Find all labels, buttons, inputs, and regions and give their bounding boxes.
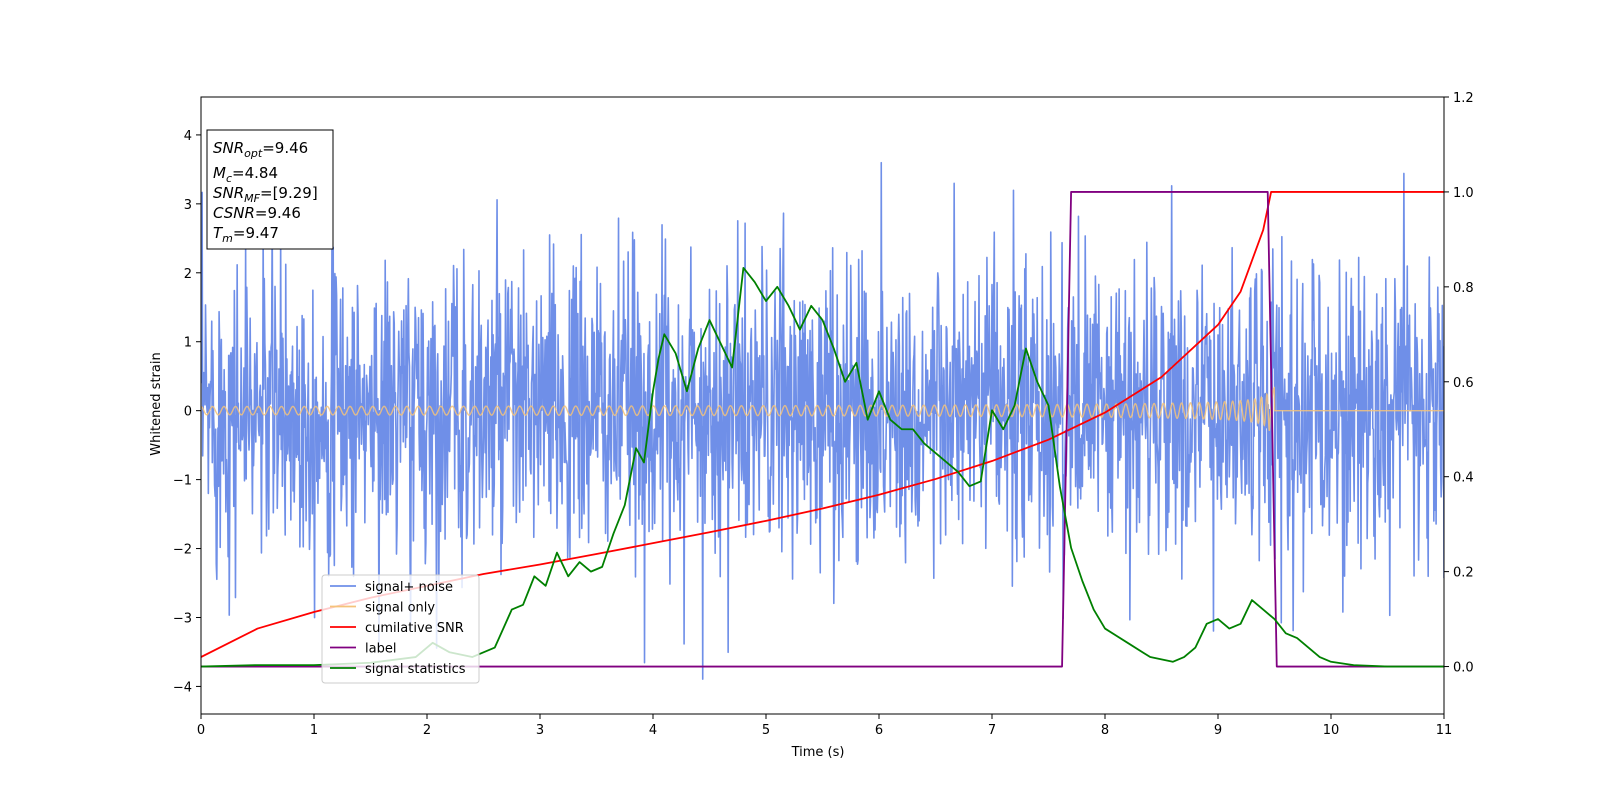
info-line-value: =9.46: [262, 139, 308, 157]
y-tick-label: 2: [184, 267, 192, 282]
legend-entry: signal+ noise: [365, 580, 453, 595]
info-line-name: M: [213, 164, 226, 182]
x-tick-label: 1: [310, 723, 318, 738]
info-line-subscript: opt: [244, 147, 263, 160]
info-line-name: T: [213, 224, 224, 242]
y2-tick-label: 1.2: [1453, 91, 1474, 106]
info-box-frame: [206, 129, 334, 250]
y-tick-label: 1: [184, 336, 192, 351]
y-tick-label: −3: [173, 611, 192, 626]
y2-tick-label: 0.4: [1453, 471, 1474, 486]
info-line-name: SNR: [213, 184, 244, 202]
info-line: SNRMF=[9.29]: [213, 184, 318, 205]
info-line: CSNR=9.46: [213, 204, 301, 222]
legend-entry: signal statistics: [365, 662, 466, 677]
x-tick-label: 7: [988, 723, 996, 738]
legend-entry: cumilative SNR: [365, 621, 464, 636]
y-tick-label: 0: [184, 405, 192, 420]
y-tick-label: 3: [184, 198, 192, 213]
y-axis-label: Whitened strain: [149, 352, 164, 455]
info-line-value: =4.84: [232, 164, 278, 182]
x-tick-label: 11: [1436, 723, 1453, 738]
x-tick-label: 10: [1323, 723, 1340, 738]
y2-tick-label: 1.0: [1453, 186, 1474, 201]
series-signal-statistics-line: [201, 266, 1444, 668]
info-box: SNRopt=9.46Mc=4.84SNRMF=[9.29]CSNR=9.46T…: [206, 129, 334, 250]
legend-entry: label: [365, 642, 396, 657]
y2-tick-label: 0.0: [1453, 661, 1474, 676]
x-tick-label: 3: [536, 723, 544, 738]
info-line-value: =9.46: [255, 204, 301, 222]
info-line-subscript: m: [222, 232, 233, 245]
series-label-line: [201, 191, 1444, 668]
info-line-name: SNR: [213, 139, 244, 157]
y-tick-label: 4: [184, 129, 192, 144]
x-tick-label: 2: [423, 723, 431, 738]
info-line-subscript: c: [226, 172, 232, 185]
y-tick-label: −4: [173, 680, 192, 695]
legend-entry: signal only: [365, 601, 435, 616]
y-tick-label: −2: [173, 543, 192, 558]
info-line-value: =9.47: [233, 224, 279, 242]
x-tick-label: 5: [762, 723, 770, 738]
y2-tick-label: 0.2: [1453, 566, 1474, 581]
x-tick-label: 4: [649, 723, 657, 738]
info-line: Mc=4.84: [213, 164, 278, 185]
x-axis-label: Time (s): [791, 745, 845, 760]
legend: signal+ noise signal only cumilative SNR la…: [321, 574, 480, 684]
y2-tick-label: 0.6: [1453, 376, 1474, 391]
x-tick-label: 8: [1101, 723, 1109, 738]
info-line: Tm=9.47: [213, 224, 279, 245]
series-signal-noise-line: [201, 161, 1444, 680]
y2-tick-label: 0.8: [1453, 281, 1474, 296]
legend-frame: [321, 574, 480, 684]
axes-frame: [200, 96, 1445, 715]
x-tick-label: 6: [875, 723, 883, 738]
x-tick-label: 9: [1214, 723, 1222, 738]
info-line-value: =[9.29]: [260, 184, 318, 202]
y-tick-label: −1: [173, 474, 192, 489]
info-line-name: CSNR: [213, 204, 255, 222]
info-line-subscript: MF: [244, 192, 260, 205]
info-line: SNRopt=9.46: [213, 139, 308, 160]
axes: 0 1 2 3 4 5 6 7 8 9 10 11 −4 −3 −2 −1 0 1 2 3 4 0.0 0.2 0.4 0.6 0…: [173, 91, 1474, 738]
x-tick-label: 0: [197, 723, 205, 738]
series-signal-only-line: [201, 386, 1444, 432]
